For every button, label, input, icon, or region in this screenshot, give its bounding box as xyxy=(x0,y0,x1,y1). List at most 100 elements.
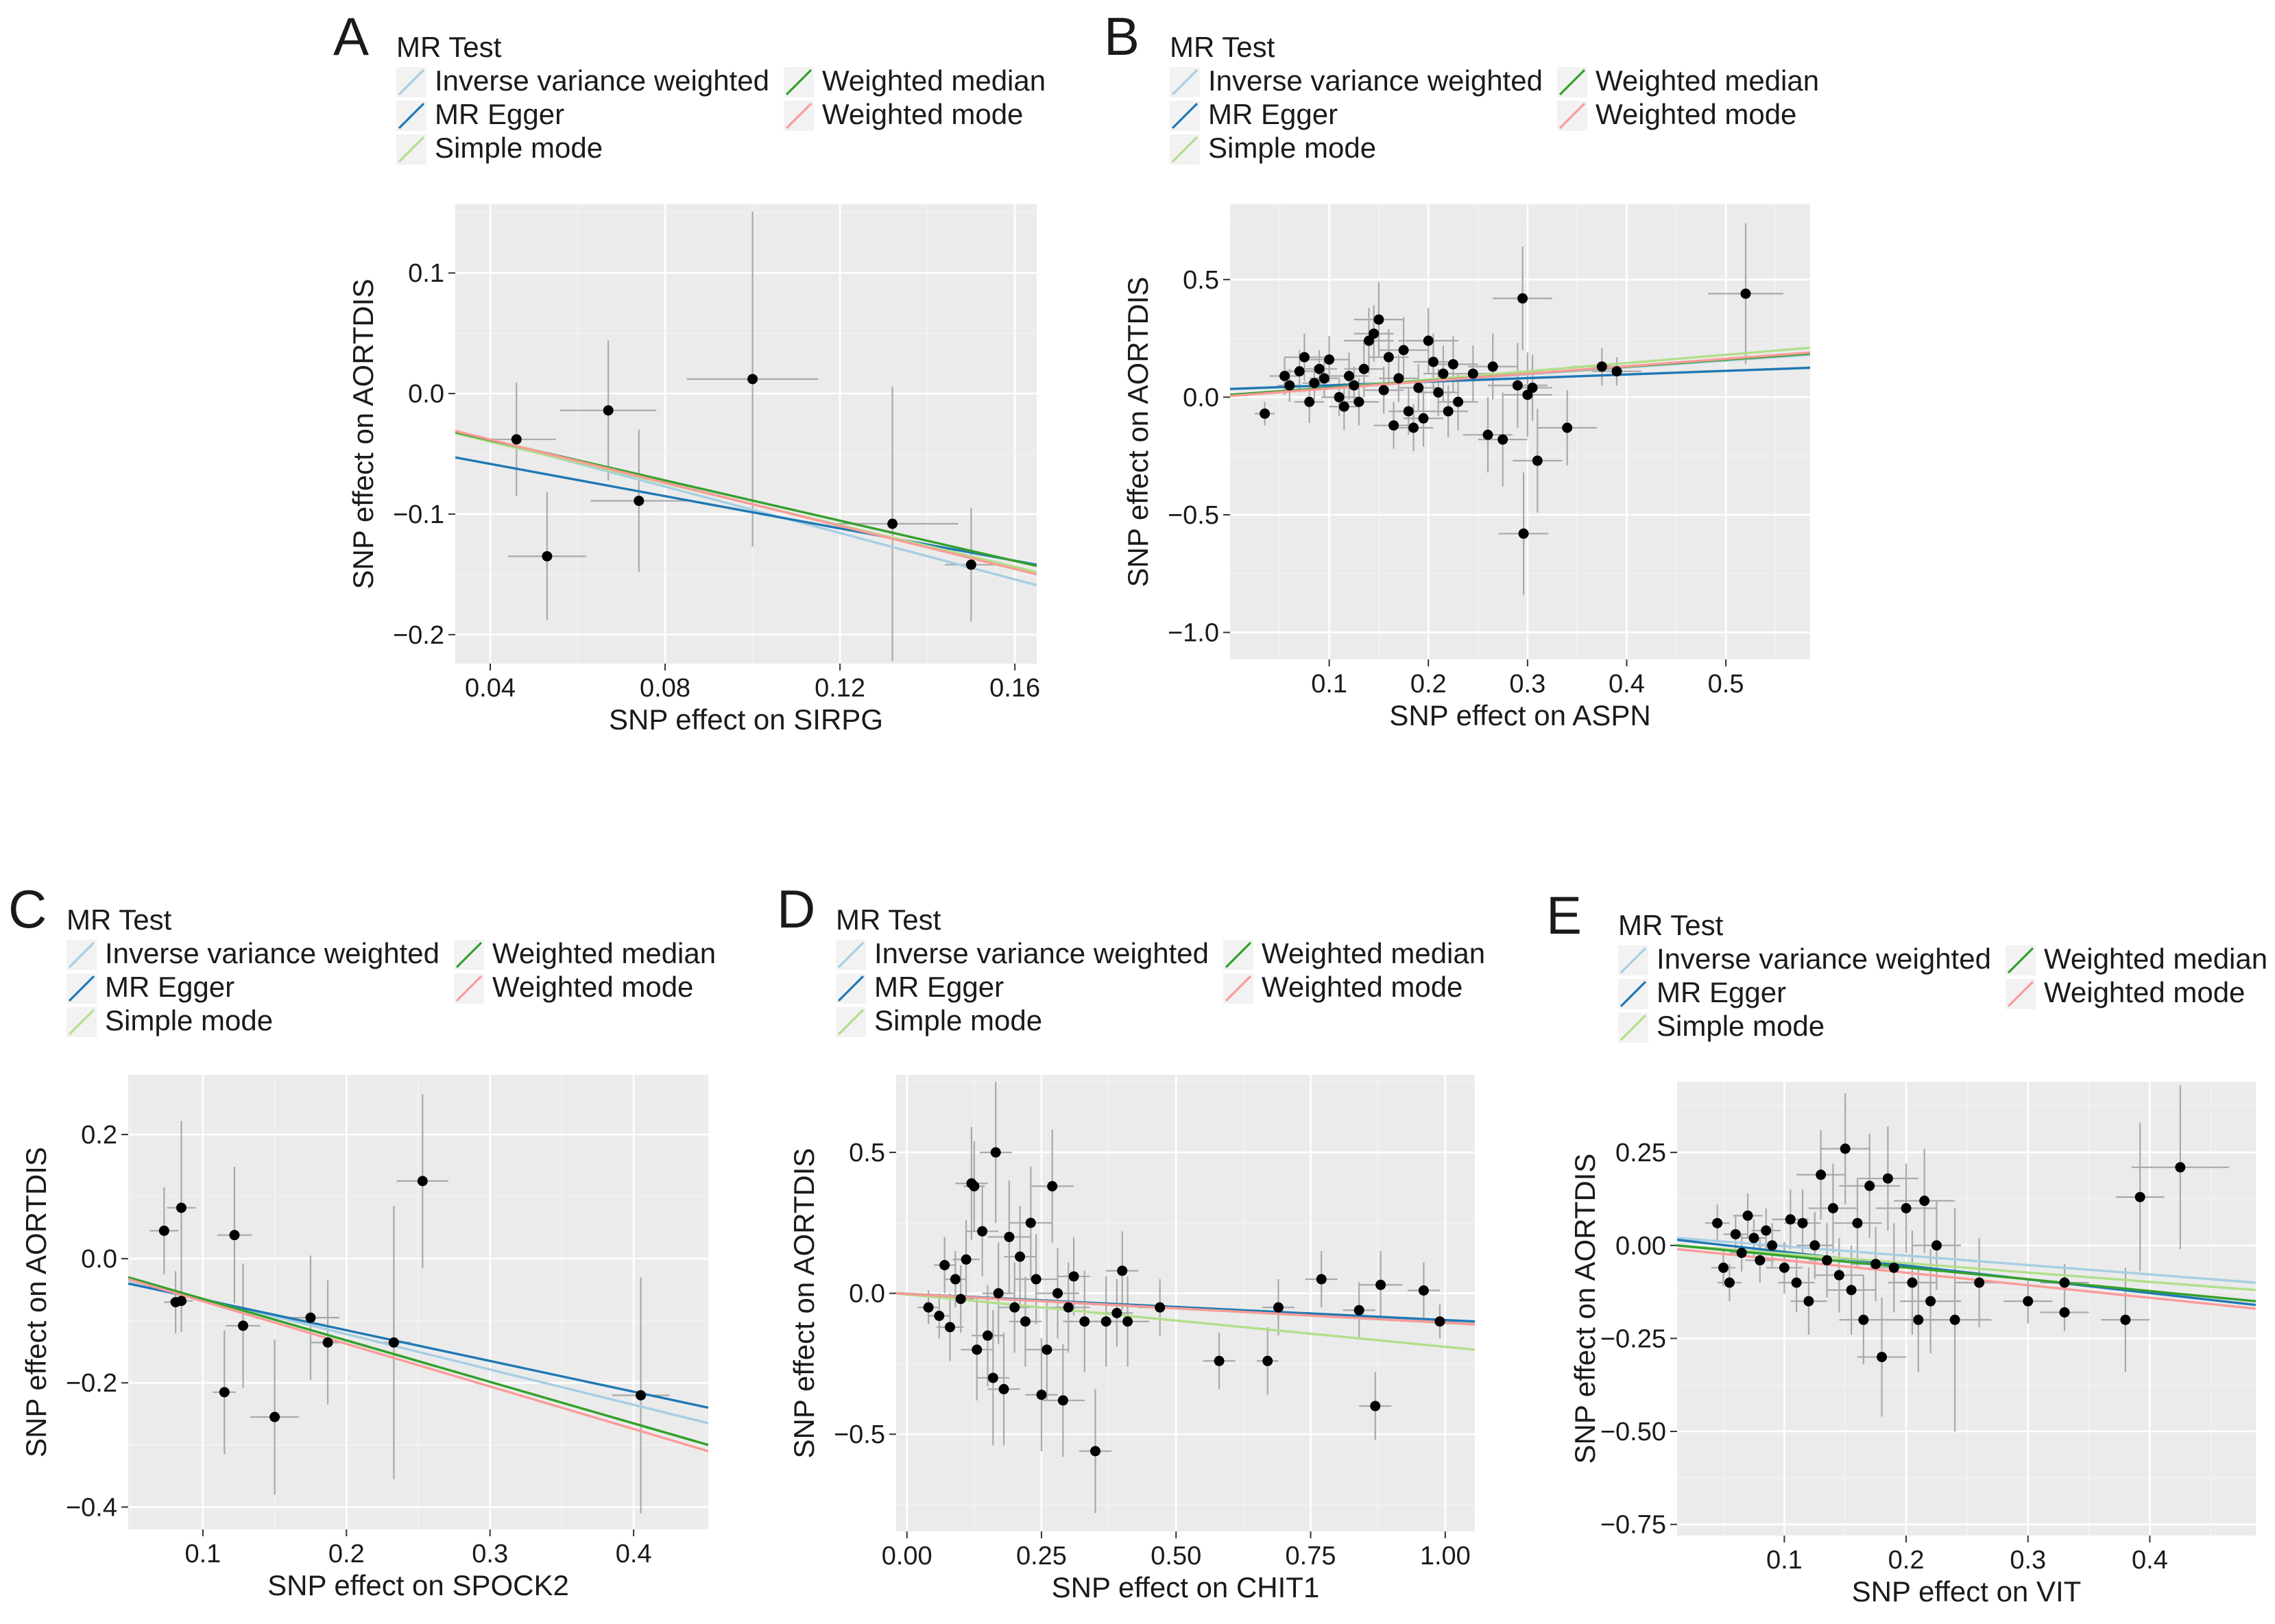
data-point xyxy=(305,1312,316,1323)
data-point xyxy=(1482,429,1493,440)
data-point xyxy=(955,1294,966,1305)
data-point xyxy=(269,1411,280,1422)
data-point xyxy=(934,1311,945,1321)
data-point xyxy=(1803,1296,1814,1307)
x-tick-label: 0.1 xyxy=(1766,1546,1803,1575)
data-point xyxy=(1864,1180,1875,1191)
legend-title: MR Test xyxy=(1170,31,1275,63)
data-point xyxy=(1079,1316,1090,1327)
data-point xyxy=(1846,1285,1857,1296)
x-tick-label: 0.2 xyxy=(1410,670,1447,699)
data-point xyxy=(1833,1270,1844,1281)
data-point xyxy=(1852,1217,1863,1228)
legend-swatch xyxy=(1171,136,1199,163)
data-point xyxy=(1822,1255,1833,1265)
legend-label: Simple mode xyxy=(105,1004,273,1037)
data-point xyxy=(1042,1344,1052,1355)
x-tick-label: 0.4 xyxy=(616,1540,652,1568)
legend-title: MR Test xyxy=(1618,909,1724,941)
data-point xyxy=(977,1226,988,1237)
y-tick-label: −1.0 xyxy=(1168,619,1219,648)
data-point xyxy=(965,559,976,570)
x-axis-title: SNP effect on ASPN xyxy=(1389,699,1650,731)
x-tick-label: 0.4 xyxy=(2132,1546,2168,1575)
x-axis-title: SNP effect on CHIT1 xyxy=(1052,1571,1320,1603)
plot-background xyxy=(1677,1082,2256,1536)
legend-label: MR Egger xyxy=(435,98,564,130)
data-point xyxy=(1919,1196,1930,1207)
legend-label: Weighted mode xyxy=(822,98,1023,130)
data-point xyxy=(1015,1251,1026,1262)
data-point xyxy=(2175,1162,2186,1173)
data-point xyxy=(1319,373,1329,384)
data-point xyxy=(322,1337,333,1348)
data-point xyxy=(1375,1279,1386,1290)
data-point xyxy=(1913,1314,1924,1325)
data-point xyxy=(1324,354,1335,365)
legend-label: MR Egger xyxy=(105,971,234,1003)
data-point xyxy=(1816,1169,1827,1180)
data-point xyxy=(1299,352,1310,363)
panel-letter: D xyxy=(777,879,815,939)
data-point xyxy=(1858,1314,1869,1325)
y-axis-title: SNP effect on AORTDIS xyxy=(1569,1154,1601,1464)
data-point xyxy=(219,1387,230,1398)
data-point xyxy=(1309,378,1320,389)
legend-swatch xyxy=(2007,947,2034,974)
data-point xyxy=(1517,293,1528,304)
y-tick-label: 0.5 xyxy=(1183,266,1219,295)
legend-title: MR Test xyxy=(396,31,502,63)
y-tick-label: 0.00 xyxy=(1615,1232,1666,1261)
x-tick-label: 0.3 xyxy=(472,1540,508,1568)
legend-swatch xyxy=(1620,980,1647,1008)
x-tick-label: 0.12 xyxy=(815,674,865,703)
data-point xyxy=(634,496,645,507)
mr-line-simple-mode xyxy=(1677,1244,2256,1292)
legend-label: Weighted mode xyxy=(492,971,693,1003)
mr-line-mr-egger xyxy=(1230,366,1810,391)
data-point xyxy=(511,434,522,445)
data-point xyxy=(603,405,614,416)
x-tick-label: 0.3 xyxy=(2010,1546,2046,1575)
data-layer xyxy=(1677,1085,2256,1432)
data-point xyxy=(1403,406,1414,417)
data-point xyxy=(1767,1240,1778,1251)
data-point xyxy=(1433,387,1444,398)
legend-label: MR Egger xyxy=(1208,98,1338,130)
data-point xyxy=(1111,1307,1122,1318)
legend-swatch xyxy=(398,102,425,130)
data-point xyxy=(1487,361,1498,372)
plot-area xyxy=(1230,204,1810,659)
data-point xyxy=(1316,1274,1327,1285)
mr-line-weighted-mode xyxy=(896,1292,1475,1326)
data-point xyxy=(1925,1296,1936,1307)
data-point xyxy=(388,1337,399,1348)
legend-label: Weighted median xyxy=(492,937,716,969)
legend-label: Weighted median xyxy=(822,64,1046,97)
data-point xyxy=(1791,1277,1802,1288)
data-point xyxy=(1304,396,1315,407)
data-point xyxy=(1117,1265,1128,1276)
legend-label: Weighted median xyxy=(1596,64,1819,97)
legend-swatch xyxy=(837,975,865,1002)
data-point xyxy=(1047,1180,1058,1191)
data-point xyxy=(1428,356,1439,367)
data-point xyxy=(1809,1240,1820,1251)
y-tick-label: 0.25 xyxy=(1615,1139,1666,1167)
data-point xyxy=(1518,528,1529,539)
legend-label: Simple mode xyxy=(1208,132,1376,164)
data-point xyxy=(1730,1228,1741,1239)
mr-line-simple-mode xyxy=(896,1292,1475,1351)
data-point xyxy=(1827,1202,1838,1213)
data-point xyxy=(1840,1143,1851,1154)
y-axis-title: SNP effect on AORTDIS xyxy=(20,1147,52,1457)
data-point xyxy=(961,1254,972,1265)
data-point xyxy=(1512,380,1523,391)
legend-label: Inverse variance weighted xyxy=(435,64,769,97)
legend-label: Simple mode xyxy=(1657,1010,1825,1042)
data-point xyxy=(1748,1233,1759,1244)
